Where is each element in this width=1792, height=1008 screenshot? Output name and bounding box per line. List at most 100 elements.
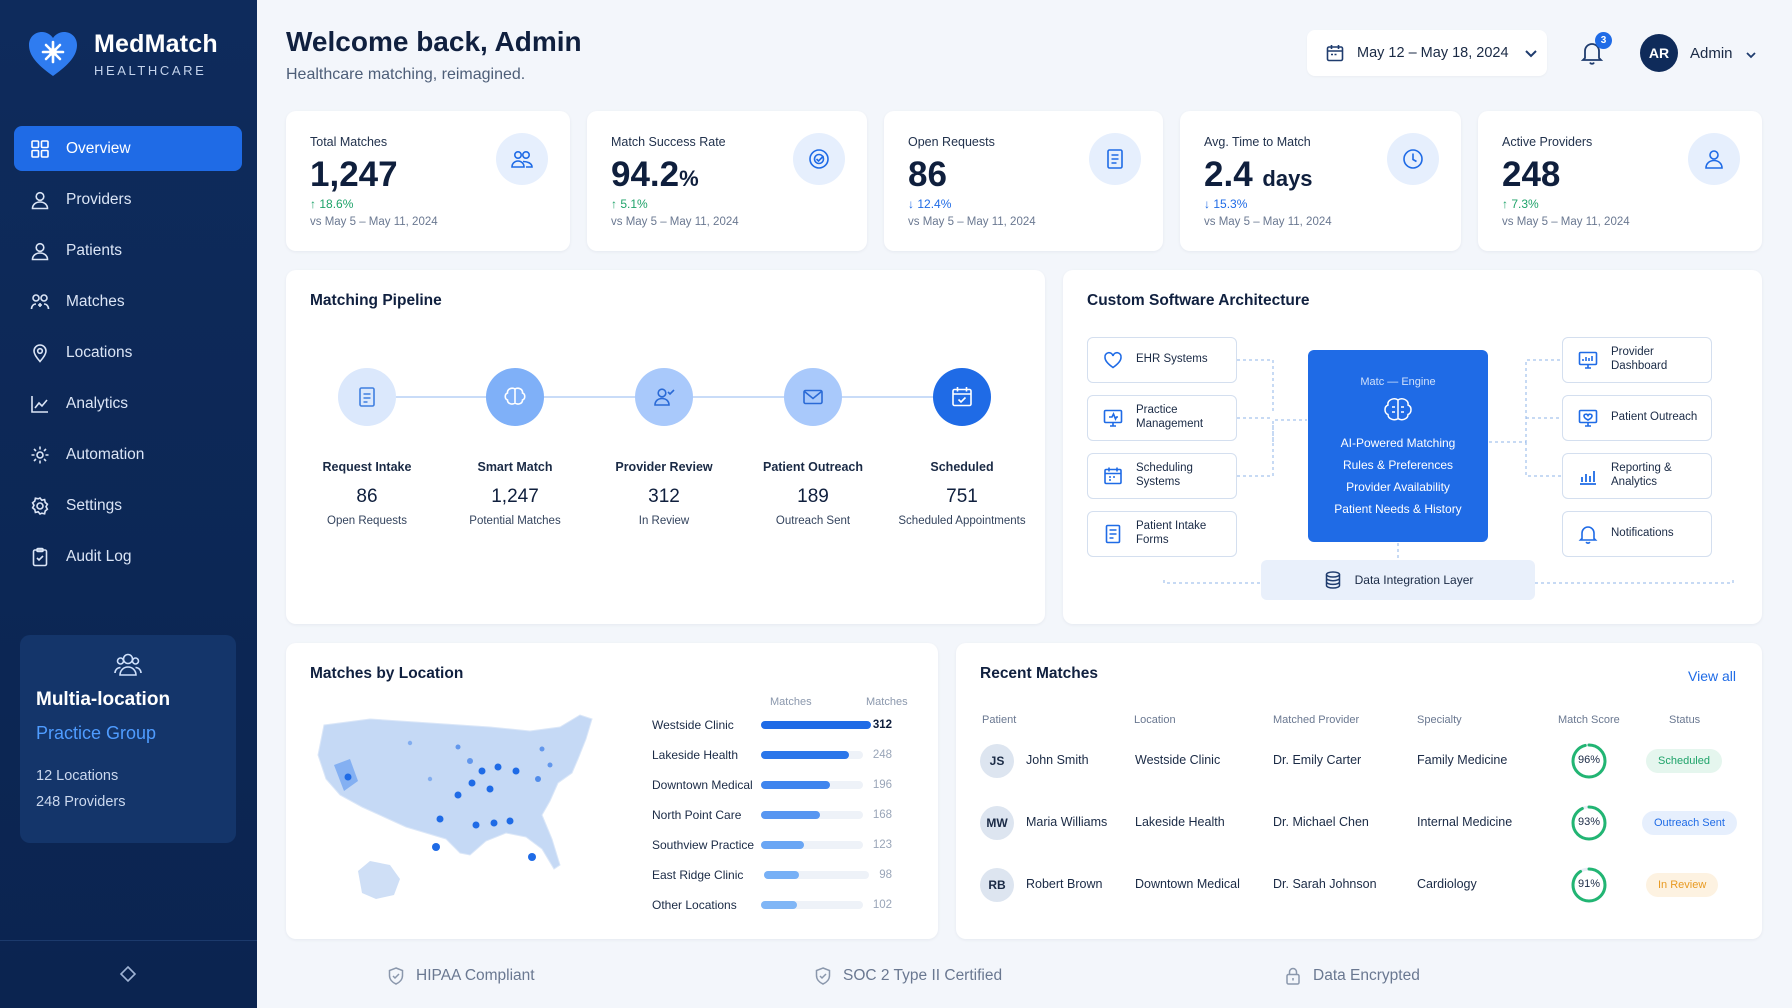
location-row[interactable]: North Point Care 168 <box>652 805 892 825</box>
arch-input-scheduling-systems[interactable]: Scheduling Systems <box>1087 453 1237 499</box>
stage-sub: Scheduled Appointments <box>898 515 1026 527</box>
sidebar-item-analytics[interactable]: Analytics <box>14 381 242 426</box>
map-point[interactable] <box>494 763 502 771</box>
date-range-picker[interactable]: May 12 – May 18, 2024 <box>1307 30 1547 76</box>
arch-output-provider-dashboard[interactable]: Provider Dashboard <box>1562 337 1712 383</box>
location-name: Lakeside Health <box>1135 815 1225 829</box>
pipeline-stage-scheduled[interactable]: Scheduled 751 Scheduled Appointments <box>887 368 1037 528</box>
map-point[interactable] <box>407 740 413 746</box>
sidebar-item-label: Audit Log <box>66 547 132 565</box>
trust-badge-soc2: SOC 2 Type II Certified <box>813 966 1002 986</box>
notification-badge: 3 <box>1595 32 1612 49</box>
column-header[interactable]: Status <box>1669 714 1701 726</box>
location-row[interactable]: Westside Clinic 312 <box>652 715 892 735</box>
pipeline-stage-request-intake[interactable]: Request Intake 86 Open Requests <box>292 368 442 528</box>
column-header[interactable]: Specialty <box>1417 714 1462 726</box>
sidebar-item-patients[interactable]: Patients <box>14 228 242 273</box>
table-row[interactable]: JS John Smith Westside Clinic Dr. Emily Car… <box>956 736 1776 786</box>
map-point[interactable] <box>478 767 486 775</box>
sidebar-item-settings[interactable]: Settings <box>14 483 242 528</box>
view-all-link[interactable]: View all <box>1688 668 1736 684</box>
kpi-delta: ↑ 7.3% <box>1502 197 1539 211</box>
grid-icon <box>31 139 49 158</box>
sidebar-item-matches[interactable]: Matches <box>14 279 242 324</box>
map-point[interactable] <box>535 776 541 782</box>
map-point[interactable] <box>454 791 462 799</box>
card-title: Matching Pipeline <box>310 292 442 309</box>
bell-icon[interactable] <box>1579 40 1605 66</box>
form-icon <box>338 368 396 426</box>
map-point[interactable] <box>467 758 473 764</box>
arch-output-notifications[interactable]: Notifications <box>1562 511 1712 557</box>
kpi-delta: ↓ 15.3% <box>1204 197 1248 211</box>
sidebar-item-providers[interactable]: Providers <box>14 177 242 222</box>
collapse-sidebar-icon[interactable] <box>118 964 138 984</box>
sidebar-item-label: Automation <box>66 445 145 463</box>
brain-icon <box>486 368 544 426</box>
stage-name: Scheduled <box>930 460 994 474</box>
map-point[interactable] <box>528 853 536 861</box>
sidebar-item-audit-log[interactable]: Audit Log <box>14 534 242 579</box>
message-icon <box>1578 409 1598 427</box>
column-header[interactable]: Match Score <box>1558 714 1620 726</box>
map-point[interactable] <box>506 817 514 825</box>
brand[interactable]: MedMatch HEALTHCARE <box>26 28 218 80</box>
column-header[interactable]: Matched Provider <box>1273 714 1360 726</box>
location-bar-track <box>761 751 863 759</box>
arch-output-patient-outreach[interactable]: Patient Outreach <box>1562 395 1712 441</box>
location-row[interactable]: Downtown Medical 196 <box>652 775 892 795</box>
provider-name: Dr. Sarah Johnson <box>1273 877 1377 891</box>
location-row[interactable]: Other Locations 102 <box>652 895 892 915</box>
monitor-icon <box>1103 409 1123 427</box>
architecture-card: Custom Software Architecture EHR Systems… <box>1063 270 1762 624</box>
location-row[interactable]: Southview Practice 123 <box>652 835 892 855</box>
map-point[interactable] <box>455 744 461 750</box>
pipeline-stage-patient-outreach[interactable]: Patient Outreach 189 Outreach Sent <box>738 368 888 528</box>
pipeline-stage-provider-review[interactable]: Provider Review 312 In Review <box>589 368 739 528</box>
column-header[interactable]: Location <box>1134 714 1176 726</box>
map-point[interactable] <box>472 821 480 829</box>
sidebar-item-automation[interactable]: Automation <box>14 432 242 477</box>
arch-input-practice-management[interactable]: Practice Management <box>1087 395 1237 441</box>
kpi-card-total-matches: Total Matches 1,247 ↑ 18.6% vs May 5 – M… <box>286 111 570 251</box>
stage-value: 189 <box>797 486 829 507</box>
stage-name: Provider Review <box>615 460 713 474</box>
sidebar-item-locations[interactable]: Locations <box>14 330 242 375</box>
sidebar-item-overview[interactable]: Overview <box>14 126 242 171</box>
map-point[interactable] <box>468 779 476 787</box>
score-label: 91% <box>1577 878 1601 890</box>
mail-icon <box>784 368 842 426</box>
user-icon <box>31 242 49 260</box>
location-row[interactable]: Lakeside Health 248 <box>652 745 892 765</box>
map-point[interactable] <box>486 785 494 793</box>
users-link-icon <box>30 293 50 309</box>
user-name[interactable]: Admin <box>1690 45 1733 62</box>
map-point-west[interactable] <box>344 773 352 781</box>
engine-title: Matc — Engine <box>1360 376 1436 388</box>
map-point[interactable] <box>436 815 444 823</box>
arch-input-ehr-systems[interactable]: EHR Systems <box>1087 337 1237 383</box>
arch-output-reporting-analytics[interactable]: Reporting & Analytics <box>1562 453 1712 499</box>
arch-input-patient-intake-forms[interactable]: Patient Intake Forms <box>1087 511 1237 557</box>
avatar[interactable]: AR <box>1640 34 1678 72</box>
data-integration-layer[interactable]: Data Integration Layer <box>1261 560 1535 600</box>
table-row[interactable]: RB Robert Brown Downtown Medical Dr. Sarah … <box>956 860 1776 910</box>
location-value: 248 <box>872 749 892 761</box>
card-title: Custom Software Architecture <box>1087 292 1310 309</box>
map-point[interactable] <box>427 776 433 782</box>
pipeline-stage-smart-match[interactable]: Smart Match 1,247 Potential Matches <box>440 368 590 528</box>
map-point[interactable] <box>512 767 520 775</box>
map-point[interactable] <box>490 819 498 827</box>
column-header[interactable]: Patient <box>982 714 1017 726</box>
location-row[interactable]: East Ridge Clinic 98 <box>652 865 892 885</box>
engine-line: Provider Availability <box>1346 480 1450 494</box>
matching-engine[interactable]: Matc — Engine AI-Powered Matching Rules … <box>1308 350 1488 542</box>
map-pin-icon <box>33 343 47 363</box>
map-point[interactable] <box>539 746 545 752</box>
table-row[interactable]: MW Maria Williams Lakeside Health Dr. Micha… <box>956 798 1776 848</box>
stage-value: 312 <box>648 486 680 507</box>
map-point[interactable] <box>547 762 553 768</box>
chevron-down-icon[interactable] <box>1744 48 1758 62</box>
us-map-icon[interactable] <box>310 709 620 909</box>
map-point[interactable] <box>432 843 440 851</box>
